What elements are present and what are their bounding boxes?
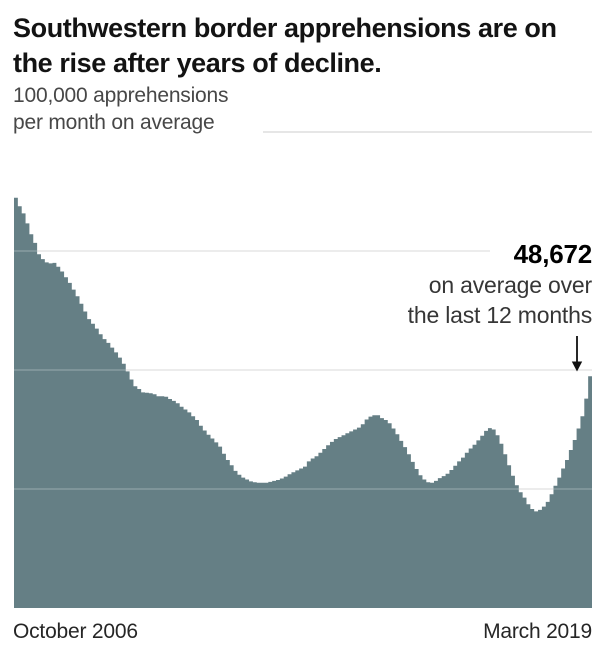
annotation-text-line2: on average over bbox=[428, 272, 592, 298]
annotation-value: 48,672 bbox=[513, 239, 593, 269]
apprehensions-area-series bbox=[14, 197, 592, 608]
annotation-arrow bbox=[408, 336, 584, 372]
chart-title-line2: the rise after years of decline. bbox=[13, 48, 382, 78]
peak-annotation: 48,672 on average over the last 12 month… bbox=[408, 239, 592, 372]
annotation-text-line3: the last 12 months bbox=[407, 302, 593, 328]
y-axis-unit-line1: 100,000 apprehensions bbox=[13, 84, 229, 107]
chart-title-line1: Southwestern border apprehensions are on bbox=[13, 13, 557, 43]
down-arrow-icon bbox=[571, 336, 583, 372]
x-axis-end-label: March 2019 bbox=[483, 620, 592, 643]
chart-title: Southwestern border apprehensions are on… bbox=[13, 11, 557, 81]
y-axis-unit-line2: per month on average bbox=[13, 111, 215, 134]
y-axis-unit-label: 100,000 apprehensions per month on avera… bbox=[13, 82, 229, 136]
x-axis-start-label: October 2006 bbox=[13, 620, 138, 643]
